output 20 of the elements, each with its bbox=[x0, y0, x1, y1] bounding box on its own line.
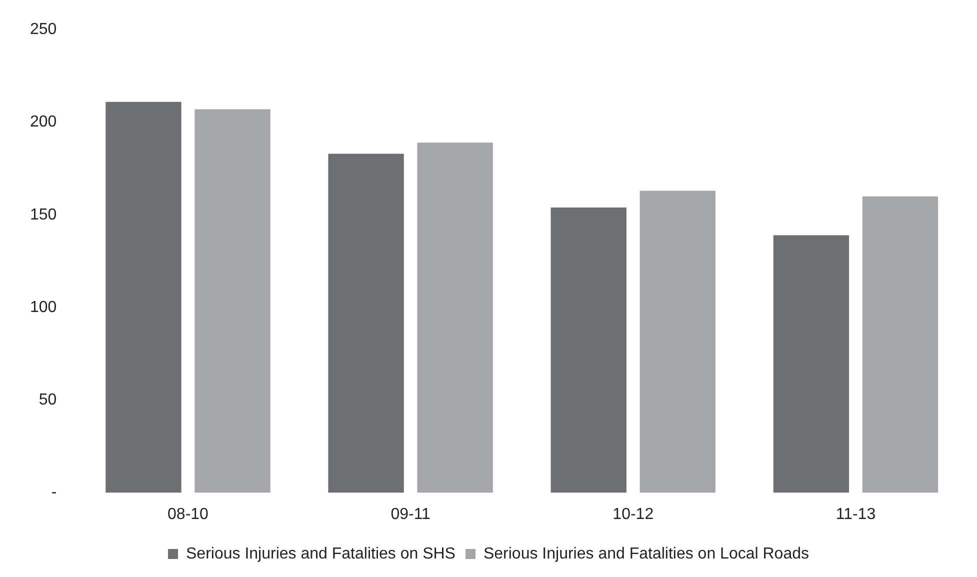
legend-label: Serious Injuries and Fatalities on Local Roads bbox=[483, 545, 809, 562]
y-tick-label: 100 bbox=[30, 298, 57, 316]
bar bbox=[194, 109, 270, 493]
y-tick-label: 150 bbox=[30, 206, 57, 224]
bar bbox=[550, 207, 626, 493]
bar bbox=[417, 142, 493, 493]
bar bbox=[106, 102, 182, 493]
y-tick-label: 50 bbox=[38, 392, 57, 409]
legend-label: Serious Injuries and Fatalities on SHS bbox=[186, 545, 456, 562]
x-tick-label: 09-11 bbox=[390, 506, 431, 523]
bar bbox=[640, 190, 716, 493]
y-tick-label: 200 bbox=[30, 114, 57, 131]
x-tick-label: 11-13 bbox=[836, 506, 876, 523]
x-tick-label: 08-10 bbox=[168, 506, 209, 523]
bar bbox=[862, 196, 938, 493]
bar bbox=[773, 235, 850, 493]
x-tick-label: 10-12 bbox=[612, 506, 654, 523]
y-tick-label: - bbox=[51, 484, 57, 502]
bar bbox=[328, 154, 404, 493]
y-tick-label: 250 bbox=[30, 21, 57, 38]
